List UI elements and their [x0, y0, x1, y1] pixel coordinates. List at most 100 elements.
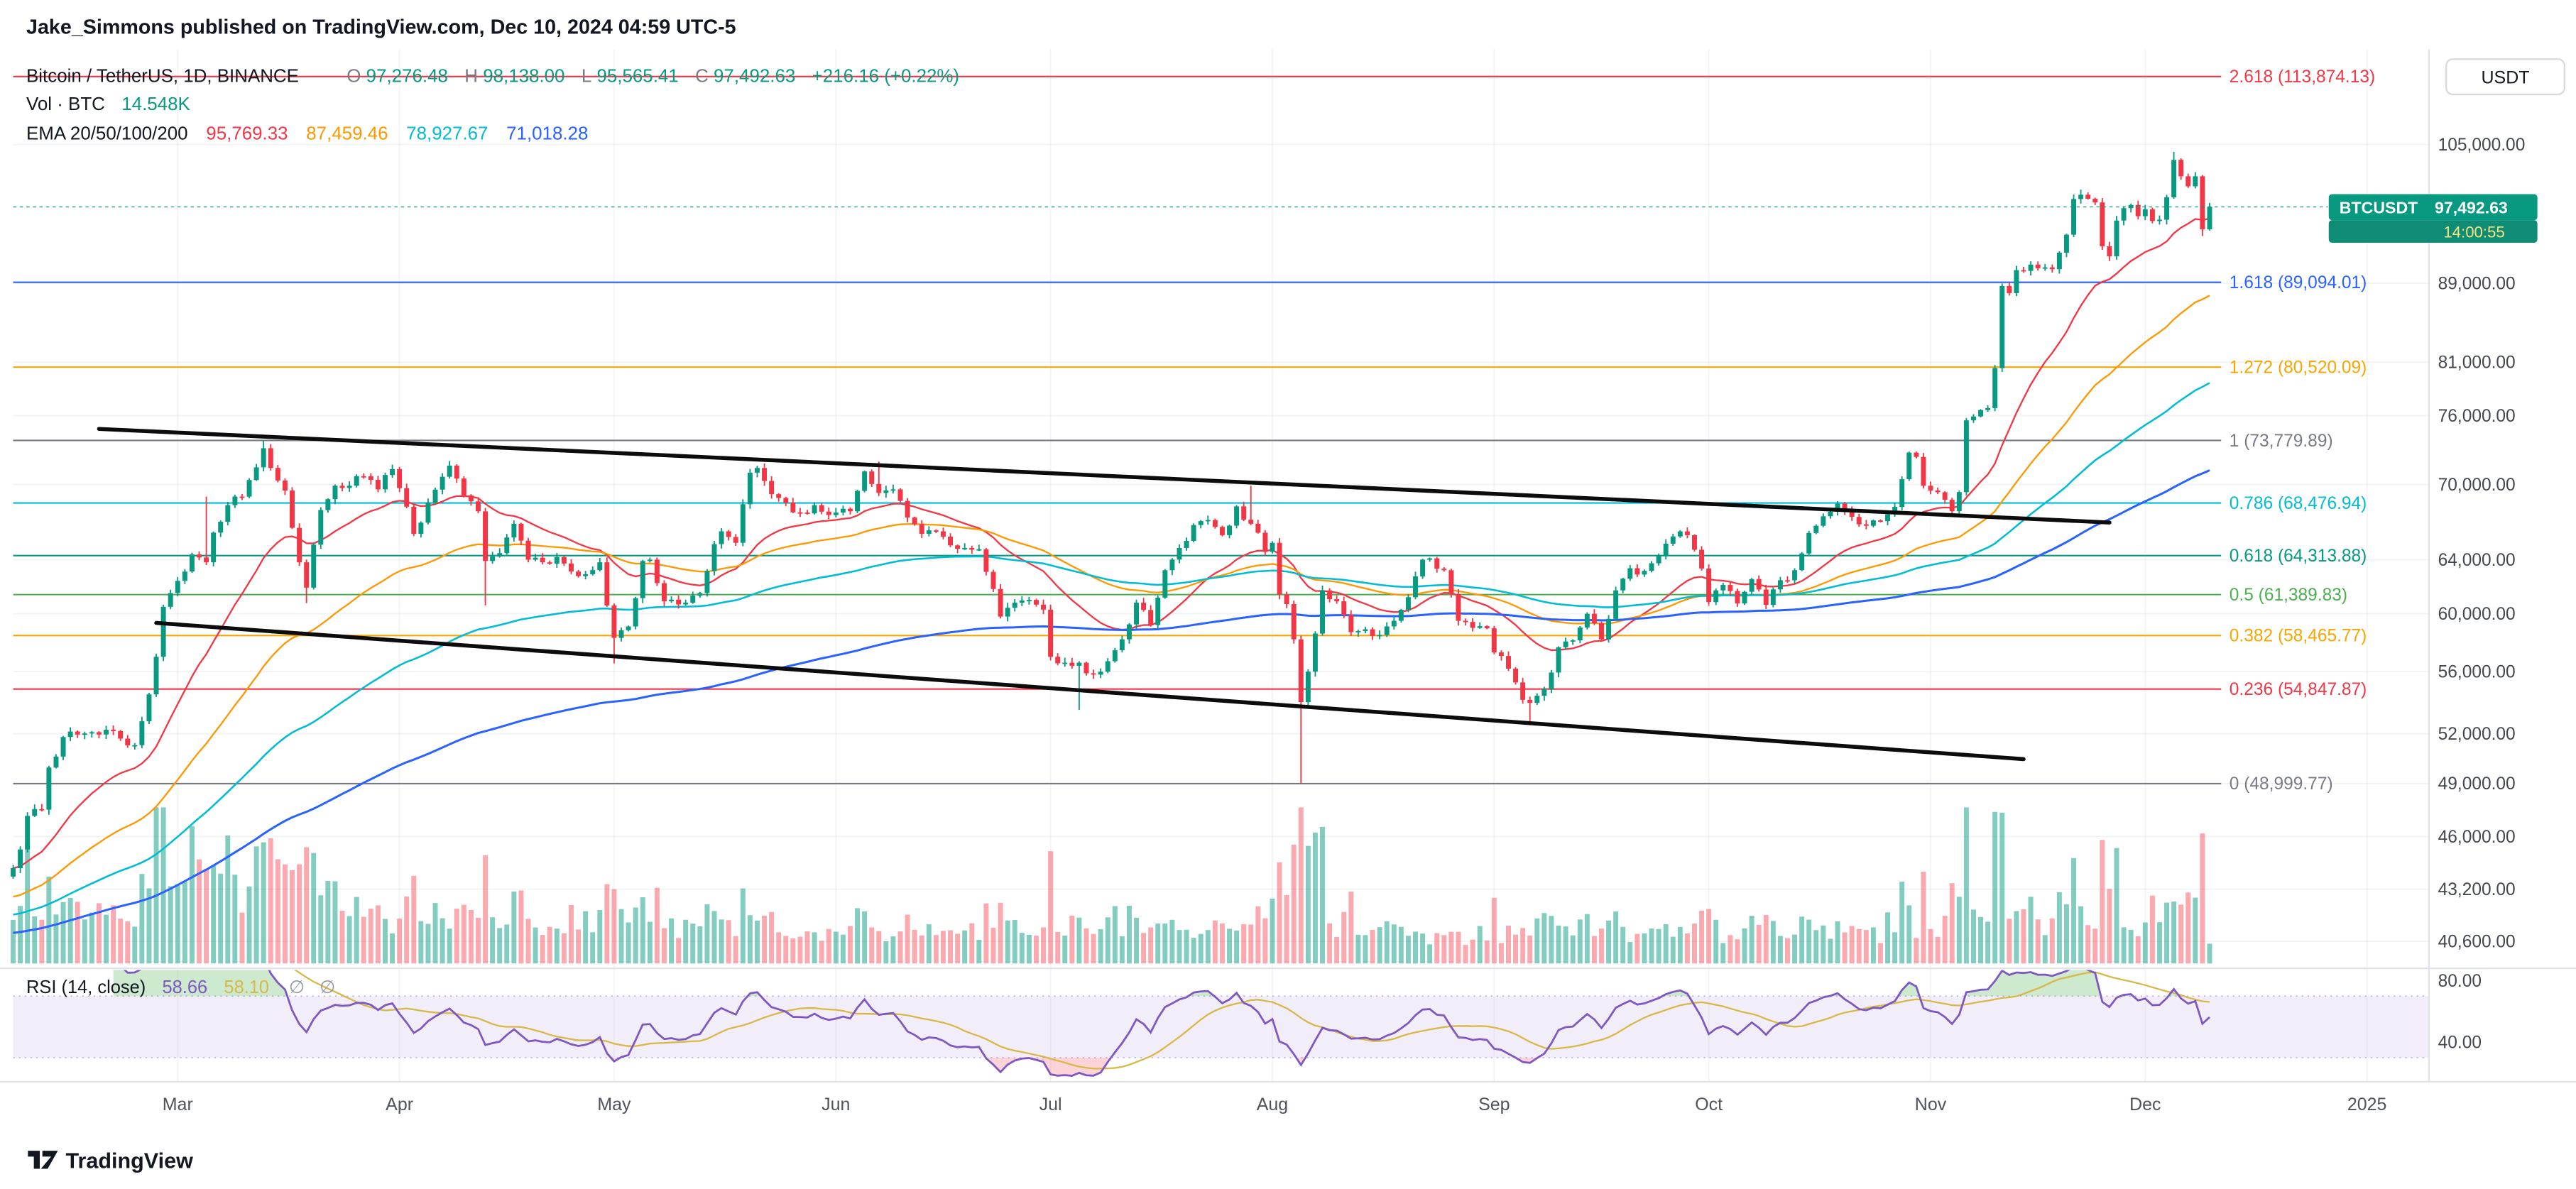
candle-body[interactable]	[1377, 635, 1382, 637]
candle-body[interactable]	[1921, 456, 1926, 486]
candle-body[interactable]	[1284, 594, 1289, 604]
candle-body[interactable]	[1370, 629, 1375, 636]
candle-body[interactable]	[1963, 420, 1969, 493]
candle-body[interactable]	[25, 816, 31, 850]
candle-body[interactable]	[711, 544, 717, 571]
candle-body[interactable]	[869, 471, 875, 484]
candle-body[interactable]	[504, 537, 510, 554]
candle-body[interactable]	[1935, 491, 1941, 493]
candle-body[interactable]	[1169, 559, 1175, 571]
candle-body[interactable]	[232, 496, 238, 505]
trend-line[interactable]	[154, 620, 2026, 762]
candle-body[interactable]	[647, 559, 653, 561]
price-tick-label[interactable]: 40,600.00	[2438, 932, 2516, 951]
candles-layer[interactable]	[11, 151, 2212, 879]
candle-body[interactable]	[1506, 656, 1511, 669]
candle-body[interactable]	[740, 504, 746, 543]
candle-body[interactable]	[1327, 590, 1333, 600]
candle-body[interactable]	[948, 536, 954, 546]
candle-body[interactable]	[662, 583, 667, 602]
candle-body[interactable]	[719, 531, 724, 544]
candle-body[interactable]	[2135, 204, 2141, 217]
candle-body[interactable]	[1570, 640, 1576, 642]
candle-body[interactable]	[290, 491, 295, 528]
candle-body[interactable]	[1112, 650, 1118, 662]
candle-body[interactable]	[104, 730, 109, 735]
candle-body[interactable]	[1262, 532, 1268, 552]
candle-body[interactable]	[168, 593, 173, 607]
candle-body[interactable]	[747, 472, 753, 505]
candle-body[interactable]	[812, 505, 817, 514]
candle-body[interactable]	[125, 738, 131, 746]
candle-body[interactable]	[67, 731, 73, 738]
candle-body[interactable]	[182, 571, 187, 581]
candle-body[interactable]	[1863, 524, 1869, 526]
candle-body[interactable]	[2121, 208, 2127, 221]
price-tick-label[interactable]: 105,000.00	[2438, 136, 2526, 155]
candle-body[interactable]	[576, 571, 582, 576]
candle-body[interactable]	[1649, 563, 1654, 571]
candle-body[interactable]	[1391, 620, 1397, 627]
candle-body[interactable]	[976, 549, 982, 551]
rsi-ma-line[interactable]	[207, 959, 2210, 1070]
candle-body[interactable]	[862, 471, 868, 491]
candle-body[interactable]	[990, 571, 996, 589]
candle-body[interactable]	[383, 475, 388, 490]
candle-body[interactable]	[1312, 633, 1318, 672]
candle-body[interactable]	[926, 530, 932, 535]
candle-body[interactable]	[876, 483, 882, 493]
candle-body[interactable]	[2078, 194, 2084, 199]
candle-body[interactable]	[1792, 570, 1798, 581]
candle-body[interactable]	[1219, 527, 1225, 535]
ema-20-line[interactable]	[13, 217, 2210, 870]
time-axis-label[interactable]: Dec	[2129, 1095, 2161, 1114]
rsi-line[interactable]	[114, 957, 2210, 1077]
candle-body[interactable]	[461, 478, 466, 495]
candle-body[interactable]	[2142, 209, 2148, 217]
candle-body[interactable]	[1663, 543, 1669, 556]
candle-body[interactable]	[518, 523, 524, 541]
candle-body[interactable]	[940, 531, 946, 537]
ema-200-line[interactable]	[13, 469, 2210, 934]
candle-body[interactable]	[404, 488, 410, 507]
candle-body[interactable]	[1105, 661, 1110, 672]
candle-body[interactable]	[1970, 416, 1976, 421]
candle-body[interactable]	[311, 544, 317, 588]
candle-body[interactable]	[1212, 520, 1218, 527]
candle-body[interactable]	[2049, 267, 2055, 270]
candle-body[interactable]	[769, 481, 775, 495]
candle-body[interactable]	[1484, 626, 1490, 629]
candle-body[interactable]	[1026, 600, 1032, 602]
tradingview-logo[interactable]: TradingView	[28, 1149, 193, 1173]
candle-body[interactable]	[1126, 624, 1132, 640]
candle-body[interactable]	[454, 465, 459, 479]
candle-body[interactable]	[368, 476, 373, 481]
candle-body[interactable]	[1048, 609, 1054, 657]
candle-body[interactable]	[1227, 525, 1232, 535]
candle-body[interactable]	[2178, 160, 2184, 177]
candle-body[interactable]	[1498, 652, 1504, 657]
candle-body[interactable]	[339, 486, 345, 488]
candle-body[interactable]	[139, 721, 145, 745]
candle-body[interactable]	[268, 448, 273, 469]
candle-body[interactable]	[1062, 662, 1068, 664]
candle-body[interactable]	[1341, 601, 1347, 615]
candle-body[interactable]	[1806, 532, 1812, 554]
candle-body[interactable]	[2164, 197, 2170, 220]
time-axis-label[interactable]: Mar	[163, 1095, 193, 1114]
candle-body[interactable]	[1255, 523, 1261, 533]
rsi-legend[interactable]: RSI (14, close) 58.66 58.10 ∅ ∅	[26, 977, 335, 997]
candle-body[interactable]	[1320, 590, 1325, 634]
candle-body[interactable]	[912, 517, 917, 525]
candle-body[interactable]	[2200, 176, 2205, 230]
candle-body[interactable]	[883, 490, 889, 493]
candle-body[interactable]	[790, 503, 796, 513]
candle-body[interactable]	[1434, 558, 1440, 569]
candle-body[interactable]	[604, 562, 610, 606]
candle-body[interactable]	[1842, 503, 1848, 512]
candle-body[interactable]	[1599, 623, 1604, 640]
candle-body[interactable]	[1162, 570, 1168, 598]
candle-body[interactable]	[2193, 176, 2198, 187]
candle-body[interactable]	[1656, 555, 1661, 564]
candle-body[interactable]	[2035, 264, 2041, 268]
